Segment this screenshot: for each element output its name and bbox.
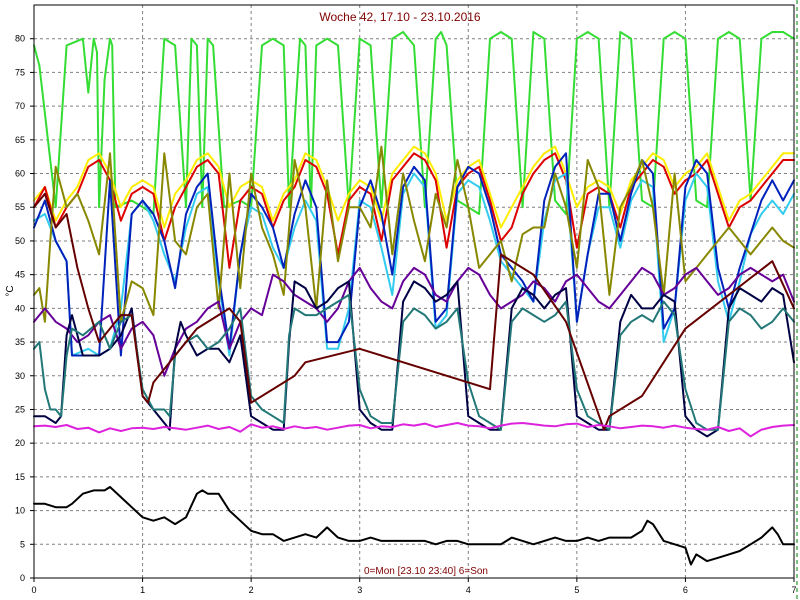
y-tick-label: 50 bbox=[15, 236, 25, 246]
x-tick-label: 6 bbox=[683, 585, 688, 595]
x-tick-label: 5 bbox=[574, 585, 579, 595]
series-line-10 bbox=[33, 192, 795, 431]
series-group bbox=[33, 31, 795, 566]
x-axis-note: 0=Mon [23.10 23:40] 6=Son bbox=[364, 566, 488, 577]
series-line-3 bbox=[33, 152, 795, 269]
x-tick-label: 4 bbox=[466, 585, 471, 595]
y-tick-label: 25 bbox=[15, 404, 25, 414]
x-tick-label: 0 bbox=[31, 585, 36, 595]
series-line-1 bbox=[33, 31, 795, 215]
y-tick-label: 60 bbox=[15, 169, 25, 179]
y-tick-label: 40 bbox=[15, 303, 25, 313]
y-tick-label: 35 bbox=[15, 337, 25, 347]
x-tick-label: 7 bbox=[791, 585, 796, 595]
y-axis-label: °C bbox=[5, 285, 16, 296]
y-tick-label: 70 bbox=[15, 101, 25, 111]
series-line-11 bbox=[33, 422, 795, 438]
series-line-7 bbox=[33, 266, 795, 377]
y-tick-label: 65 bbox=[15, 135, 25, 145]
y-tick-label: 0 bbox=[20, 573, 25, 583]
x-tick-label: 3 bbox=[357, 585, 362, 595]
y-tick-label: 55 bbox=[15, 202, 25, 212]
y-tick-label: 10 bbox=[15, 506, 25, 516]
y-tick-label: 5 bbox=[20, 539, 25, 549]
y-tick-label: 20 bbox=[15, 438, 25, 448]
y-tick-label: 15 bbox=[15, 472, 25, 482]
x-tick-label: 1 bbox=[140, 585, 145, 595]
series-line-8 bbox=[33, 280, 795, 438]
series-line-4 bbox=[33, 172, 795, 357]
y-tick-label: 75 bbox=[15, 67, 25, 77]
x-tick-label: 2 bbox=[249, 585, 254, 595]
y-tick-label: 45 bbox=[15, 270, 25, 280]
series-line-5 bbox=[33, 152, 795, 357]
series-line-12 bbox=[33, 486, 795, 566]
y-tick-label: 30 bbox=[15, 371, 25, 381]
y-tick-label: 80 bbox=[15, 34, 25, 44]
plot-frame bbox=[33, 4, 795, 579]
chart-title: Woche 42, 17.10 - 23.10.2016 bbox=[319, 10, 481, 24]
